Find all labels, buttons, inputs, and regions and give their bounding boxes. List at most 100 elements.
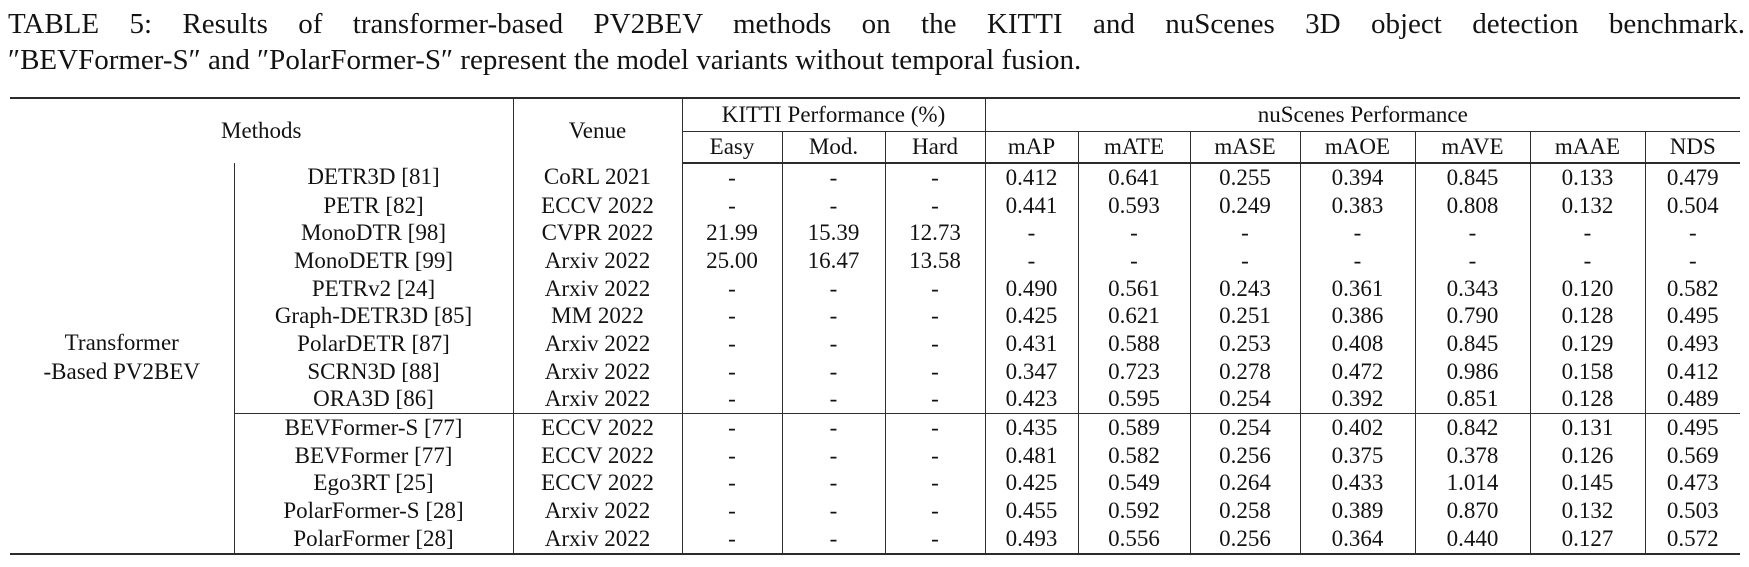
venue-cell: ECCV 2022 [513, 469, 683, 498]
hard-value-cell: - [885, 385, 986, 414]
maoe-value-cell: 0.386 [1300, 302, 1416, 331]
nds-value-cell: 0.495 [1666, 303, 1719, 329]
easy-value-cell: - [682, 413, 783, 442]
method-cell: BEVFormer [77] [234, 441, 514, 470]
mave-value-cell: 0.808 [1415, 191, 1531, 220]
maoe-value-cell: 0.364 [1300, 524, 1416, 554]
easy-value-cell: - [682, 357, 783, 386]
mate-value-cell: - [1078, 219, 1191, 248]
maoe-value-cell: 0.433 [1300, 469, 1416, 498]
method-cell: Graph-DETR3D [85] [234, 302, 514, 331]
method-cell: PolarDETR [87] [234, 330, 514, 358]
maae-value-cell: 0.133 [1530, 163, 1646, 192]
mod-value-cell: - [782, 163, 886, 192]
maoe-value-cell: - [1300, 247, 1416, 275]
nds-value-cell: 0.582 [1666, 275, 1719, 301]
mod-value-cell: - [782, 469, 886, 498]
easy-value-cell: 25.00 [682, 247, 783, 275]
mase-value-cell: 0.278 [1190, 357, 1301, 386]
method-cell: DETR3D [81] [234, 163, 514, 192]
mate-value-cell: 0.561 [1078, 274, 1191, 303]
easy-value-cell: - [682, 302, 783, 331]
table-row: SCRN3D [88] Arxiv 2022- - -0.347 0.723 0.278 0… [10, 357, 1740, 386]
maoe-value-cell: - [1300, 219, 1416, 248]
mod-value-cell: - [782, 274, 886, 303]
mave-value-cell: 0.343 [1415, 274, 1531, 303]
venue-cell: Arxiv 2022 [513, 357, 683, 386]
table-row: Graph-DETR3D [85] MM 2022- - -0.425 0.621 0.2… [10, 302, 1740, 331]
nds-value-cell: 0.473 [1666, 470, 1719, 496]
hard-value-cell: - [885, 274, 986, 303]
hard-value-cell: - [885, 413, 986, 442]
mave-value-cell: 0.851 [1415, 385, 1531, 414]
easy-value-cell: - [682, 274, 783, 303]
table-header: Methods Venue KITTI Performance (%) nuSc… [10, 98, 1741, 164]
method-cell: SCRN3D [88] [234, 357, 514, 386]
venue-cell: CoRL 2021 [513, 163, 683, 192]
mod-value-cell: - [782, 191, 886, 220]
table-row: PolarFormer-S [28] Arxiv 2022- - -0.455 0.59… [10, 497, 1740, 525]
mase-value-cell: 0.254 [1190, 385, 1301, 414]
venue-cell: Arxiv 2022 [513, 497, 683, 525]
mate-value-cell: 0.641 [1078, 163, 1191, 192]
maoe-value-cell: 0.408 [1300, 330, 1416, 358]
results-table: Methods Venue KITTI Performance (%) nuSc… [10, 97, 1741, 555]
method-cell: PETR [82] [234, 191, 514, 220]
table-row: PETR [82] ECCV 2022- - -0.441 0.593 0.249 0.38… [10, 191, 1740, 220]
method-cell: PolarFormer-S [28] [234, 497, 514, 525]
hard-value-cell: 12.73 [885, 219, 986, 248]
mod-value-cell: - [782, 413, 886, 442]
nds-value-cell: 0.572 [1666, 525, 1719, 551]
mod-value-cell: - [782, 524, 886, 554]
table-row: BEVFormer-S [77] ECCV 2022- - -0.435 0.589 0.… [10, 413, 1741, 442]
easy-value-cell: - [682, 469, 783, 498]
col-header-hard: Hard [885, 131, 986, 164]
col-header-methods: Methods [10, 98, 514, 163]
group-label-line: -Based PV2BEV [43, 358, 201, 384]
col-header-easy: Easy [682, 131, 783, 164]
col-header-maoe: mAOE [1300, 131, 1416, 164]
header-sub-row: Easy Mod. Hard mAP mATE mASE mAOE mAVE m… [10, 131, 1741, 164]
hard-value-cell: - [885, 302, 986, 331]
mod-value-cell: - [782, 302, 886, 331]
easy-value-cell: - [682, 163, 783, 192]
col-header-map: mAP [985, 131, 1079, 164]
mate-value-cell: 0.723 [1078, 357, 1191, 386]
maae-value-cell: 0.131 [1530, 413, 1646, 442]
mod-value-cell: - [782, 357, 886, 386]
mase-value-cell: 0.249 [1190, 191, 1301, 220]
nds-value-cell: - [1688, 220, 1697, 246]
map-value-cell: 0.490 [985, 274, 1079, 303]
maae-value-cell: 0.129 [1530, 330, 1646, 358]
mate-value-cell: 0.549 [1078, 469, 1191, 498]
mod-value-cell: - [782, 441, 886, 470]
easy-value-cell: - [682, 497, 783, 525]
mave-value-cell: 0.790 [1415, 302, 1531, 331]
easy-value-cell: - [682, 330, 783, 358]
maae-value-cell: - [1530, 219, 1646, 248]
maoe-value-cell: 0.383 [1300, 191, 1416, 220]
map-value-cell: 0.481 [985, 441, 1079, 470]
mate-value-cell: 0.556 [1078, 524, 1191, 554]
hard-value-cell: - [885, 330, 986, 358]
mase-value-cell: 0.253 [1190, 330, 1301, 358]
venue-cell: CVPR 2022 [513, 219, 683, 248]
hard-value-cell: 13.58 [885, 247, 986, 275]
maae-value-cell: 0.132 [1530, 191, 1646, 220]
method-cell: BEVFormer-S [77] [234, 413, 514, 442]
method-cell: MonoDETR [99] [234, 247, 514, 275]
maae-value-cell: 0.158 [1530, 357, 1646, 386]
method-cell: ORA3D [86] [234, 385, 514, 414]
mod-value-cell: 16.47 [782, 247, 886, 275]
easy-value-cell: 21.99 [682, 219, 783, 248]
group-label-line: Transformer [64, 330, 179, 356]
easy-value-cell: - [682, 524, 783, 554]
hard-value-cell: - [885, 497, 986, 525]
maoe-value-cell: 0.392 [1300, 385, 1416, 414]
col-group-kitti-performance: KITTI Performance (%) [682, 98, 986, 132]
nds-value-cell: 0.503 [1666, 498, 1719, 524]
maoe-value-cell: 0.394 [1300, 163, 1416, 192]
mod-value-cell: - [782, 330, 886, 358]
map-value-cell: - [985, 219, 1079, 248]
